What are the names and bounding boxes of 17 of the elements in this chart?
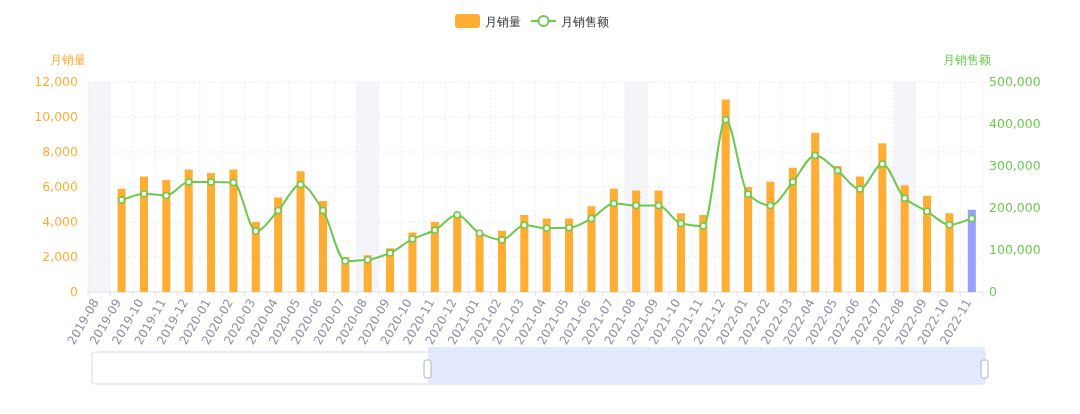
- y2tick: 300,000: [989, 158, 1041, 173]
- legend-label: 月销量: [485, 14, 521, 29]
- y2tick: 400,000: [989, 116, 1041, 131]
- ytick: 4,000: [42, 214, 78, 229]
- ylabel: 月销量: [50, 53, 86, 67]
- ytick: 12,000: [34, 74, 78, 89]
- ytick: 2,000: [42, 249, 78, 264]
- ytick: 0: [70, 284, 78, 299]
- y2tick: 0: [989, 284, 997, 299]
- ytick: 8,000: [42, 144, 78, 159]
- y2label: 月销售额: [943, 53, 991, 67]
- y2tick: 100,000: [989, 242, 1041, 257]
- y2tick: 200,000: [989, 200, 1041, 215]
- y2tick: 500,000: [989, 74, 1041, 89]
- ytick: 6,000: [42, 179, 78, 194]
- ytick: 10,000: [34, 109, 78, 124]
- legend-label: 月销售额: [561, 14, 609, 29]
